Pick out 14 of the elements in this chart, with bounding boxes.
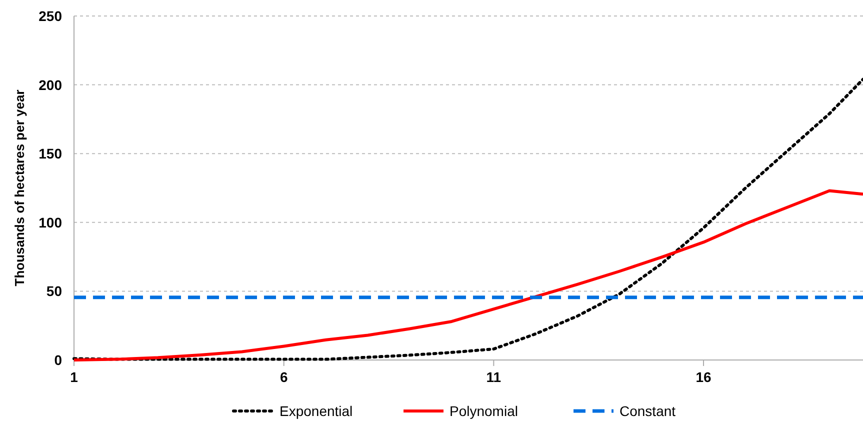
y-tick-label: 150 [38,146,62,162]
legend-label: Exponential [280,403,353,419]
y-tick-label: 250 [38,8,62,24]
legend-label: Polynomial [450,403,518,419]
y-tick-label: 50 [46,283,62,300]
x-tick-label: 16 [696,369,712,385]
y-tick-label: 0 [54,352,62,368]
y-tick-label: 100 [38,214,62,230]
y-axis-title: Thousands of hectares per year [12,90,27,286]
y-tick-label: 200 [38,76,62,93]
x-tick-label: 1 [70,369,78,385]
x-tick-label: 11 [486,369,502,385]
x-tick-label: 6 [280,369,288,385]
legend-label: Constant [620,403,676,419]
